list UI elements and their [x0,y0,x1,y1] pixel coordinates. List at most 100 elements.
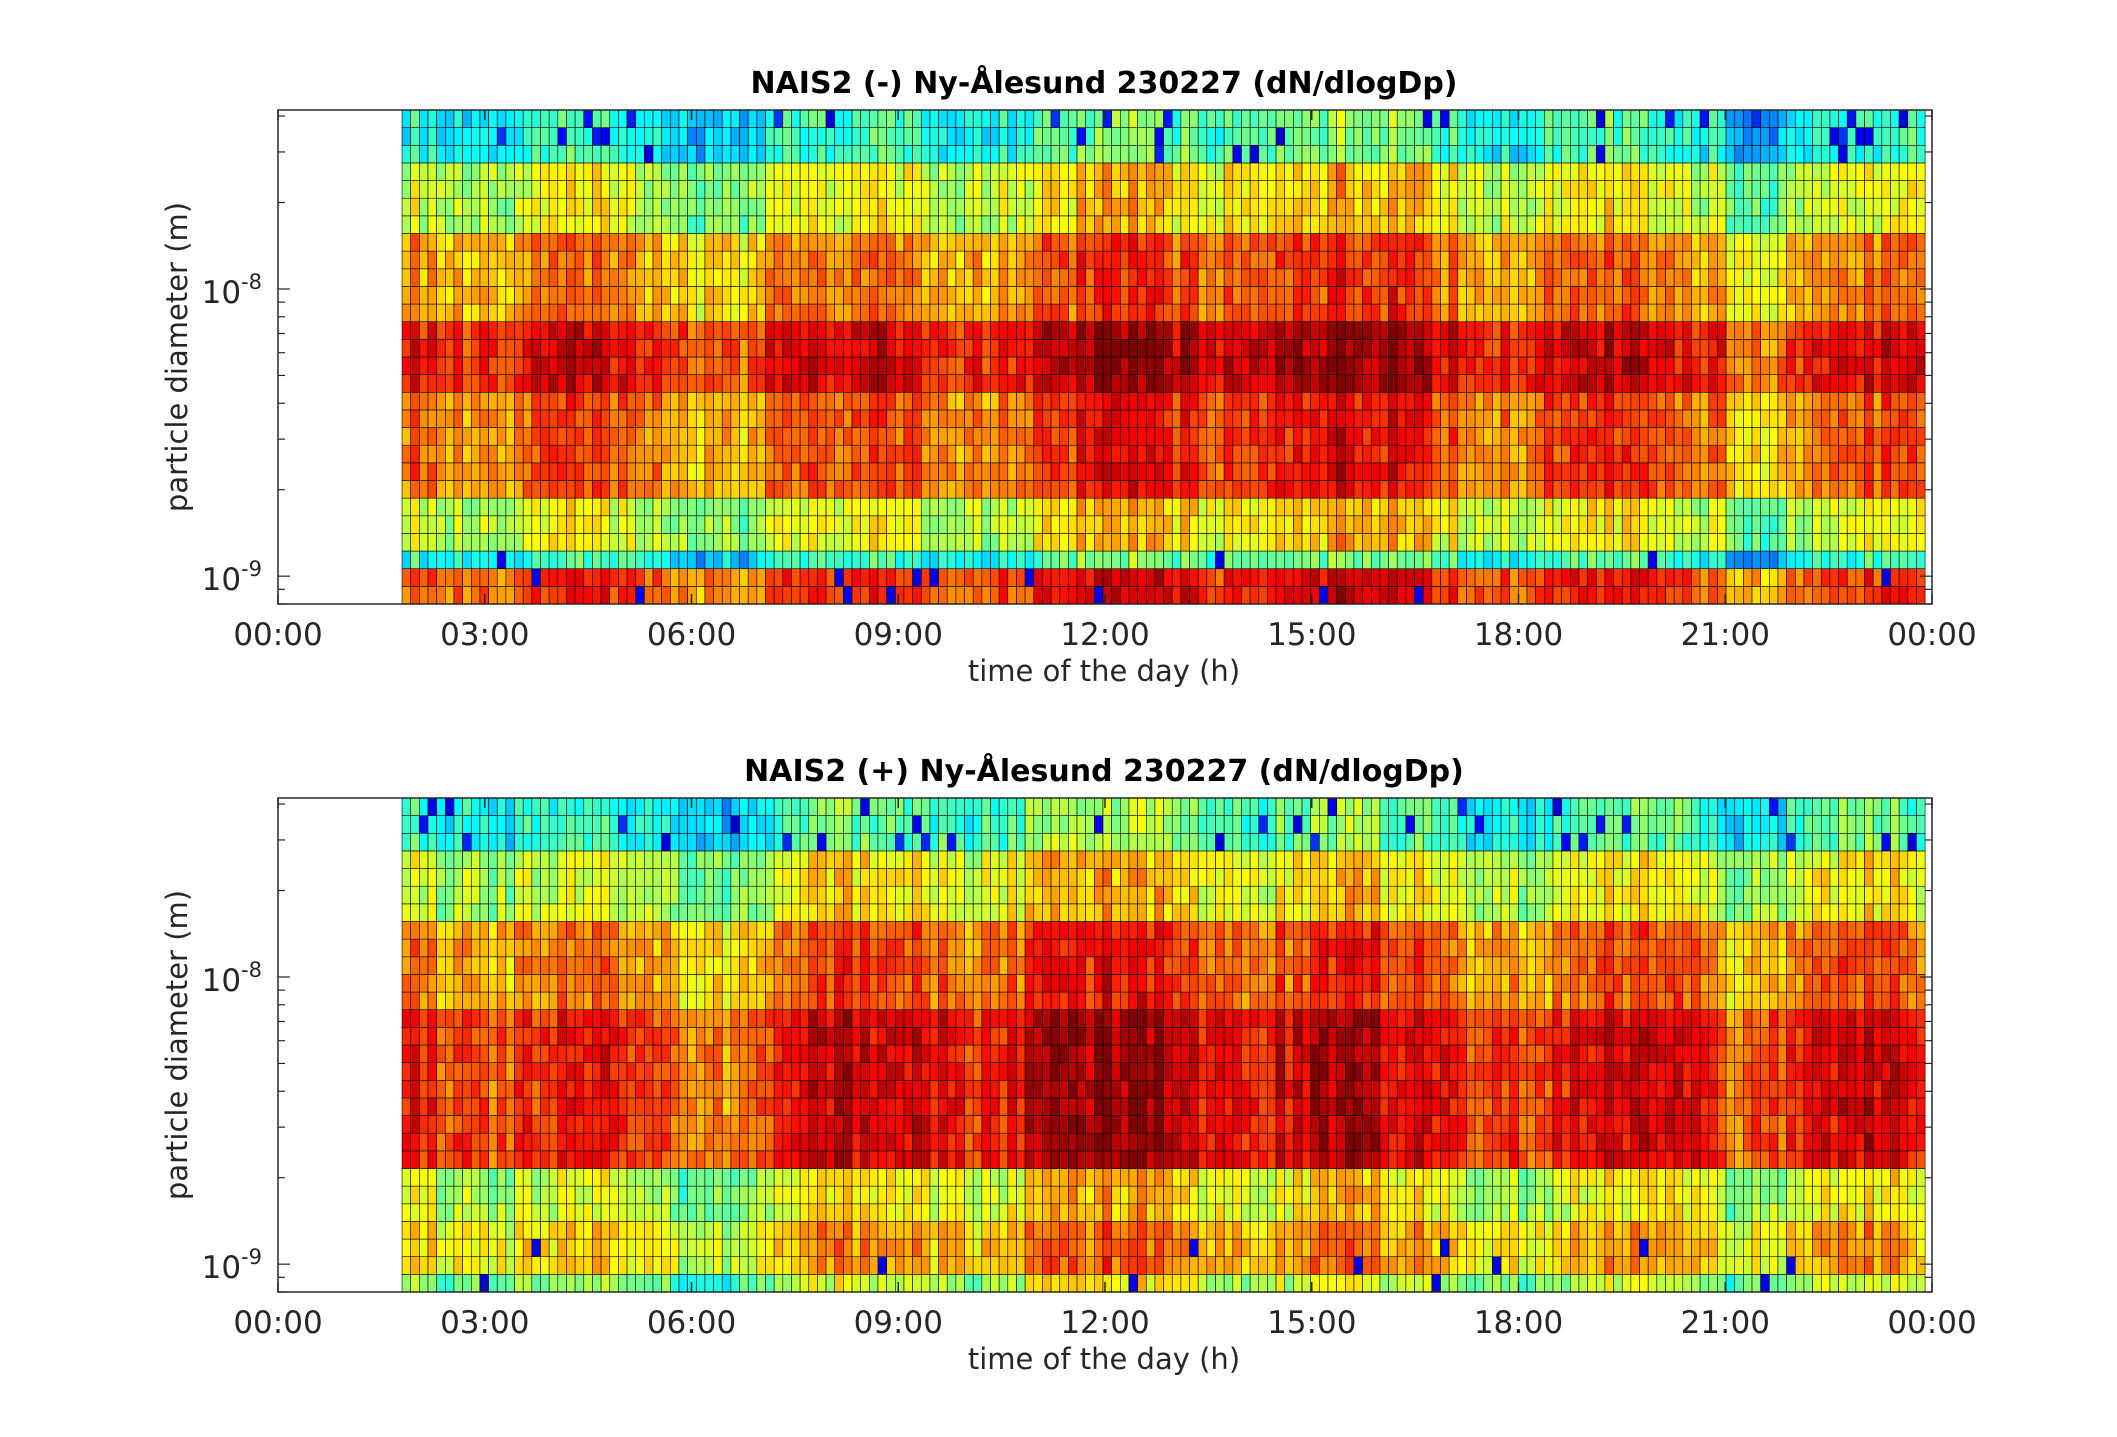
heatmap-cell [1665,286,1675,305]
x-tick-label: 18:00 [1474,617,1563,653]
heatmap-cell [1656,303,1666,323]
heatmap-cell [1820,144,1831,164]
heatmap-cell [618,197,628,217]
heatmap-cell [747,109,758,128]
heatmap-cell [851,339,861,358]
heatmap-cell [574,215,585,234]
heatmap-cell [1466,427,1476,446]
heatmap-cell [713,515,723,534]
heatmap-cell [1673,127,1684,146]
heatmap-cell [1102,127,1112,146]
heatmap-cell [713,339,723,358]
heatmap-cell [946,480,957,499]
heatmap-cell [1414,233,1424,252]
heatmap-cell [773,162,784,181]
heatmap-cell [1431,374,1441,393]
heatmap-cell [1855,180,1865,199]
heatmap-cell [1604,286,1614,305]
heatmap-cell [687,374,697,393]
heatmap-cell [626,533,636,552]
x-tick-label: 15:00 [1267,617,1356,653]
heatmap-cell [1673,162,1684,181]
heatmap-cell [1024,180,1035,199]
heatmap-cell [964,268,974,287]
heatmap-cell [488,268,498,287]
heatmap-cell [635,409,645,428]
heatmap-cell [1561,427,1571,446]
heatmap-cell [1829,197,1839,217]
heatmap-cell [1379,215,1389,234]
heatmap-cell [1578,480,1588,499]
heatmap-cell [1033,427,1043,446]
heatmap-cell [912,109,922,128]
heatmap-cell [1059,180,1069,199]
heatmap-cell [1829,215,1839,234]
heatmap-cell [1898,444,1909,464]
heatmap-cell [1223,162,1234,181]
heatmap-cell [522,215,533,234]
heatmap-cell [1803,321,1813,340]
heatmap-cell [964,286,974,305]
heatmap-cell [1872,586,1883,605]
heatmap-cell [1509,339,1519,358]
heatmap-cell [799,109,810,128]
heatmap-cell [955,321,965,340]
heatmap-cell [419,180,429,199]
heatmap-cell [1301,515,1311,534]
heatmap-cell [799,197,810,217]
heatmap-cell [1803,497,1813,517]
heatmap-cell [1717,127,1727,146]
heatmap-cell [1405,550,1415,570]
heatmap-cell [721,233,732,252]
heatmap-cell [1215,480,1225,499]
heatmap-cell [938,480,948,499]
heatmap-cell [877,374,887,393]
heatmap-cell [453,550,463,570]
heatmap-cell [1232,533,1242,552]
heatmap-cell [1587,250,1597,270]
heatmap-cell [946,286,957,305]
heatmap-cell [938,427,948,446]
heatmap-cell [583,444,593,464]
heatmap-cell [1682,374,1692,393]
heatmap-cell [609,409,619,428]
heatmap-cell [1829,409,1839,428]
heatmap-cell [765,515,775,534]
heatmap-cell [1578,339,1588,358]
heatmap-cell [1396,286,1407,305]
heatmap-cell [1474,109,1485,128]
heatmap-cell [635,268,645,287]
heatmap-cell [981,303,991,323]
heatmap-cell [1570,127,1580,146]
heatmap-cell [540,215,550,234]
heatmap-cell [1284,250,1294,270]
heatmap-cell [1293,356,1303,375]
heatmap-cell [453,444,463,464]
heatmap-cell [1846,356,1857,375]
heatmap-cell [1725,144,1736,164]
heatmap-cell [652,303,662,323]
heatmap-cell [1405,215,1415,234]
heatmap-cell [1665,127,1675,146]
heatmap-cell [860,497,870,517]
heatmap-cell [1189,339,1199,358]
heatmap-cell [661,550,671,570]
heatmap-cell [445,409,455,428]
heatmap-cell [419,162,429,181]
heatmap-cell [1474,374,1485,393]
heatmap-cell [401,215,411,234]
heatmap-cell [626,550,636,570]
heatmap-cell [1249,586,1260,605]
heatmap-cell [1751,444,1761,464]
heatmap-cell [600,250,611,270]
heatmap-cell [427,215,437,234]
heatmap-cell [618,250,628,270]
heatmap-cell [1561,109,1571,128]
heatmap-cell [1076,109,1086,128]
heatmap-cell [1267,409,1277,428]
heatmap-cell [1691,550,1701,570]
heatmap-cell [1656,480,1666,499]
heatmap-cell [1872,409,1883,428]
heatmap-cell [791,109,801,128]
heatmap-cell [410,586,420,605]
